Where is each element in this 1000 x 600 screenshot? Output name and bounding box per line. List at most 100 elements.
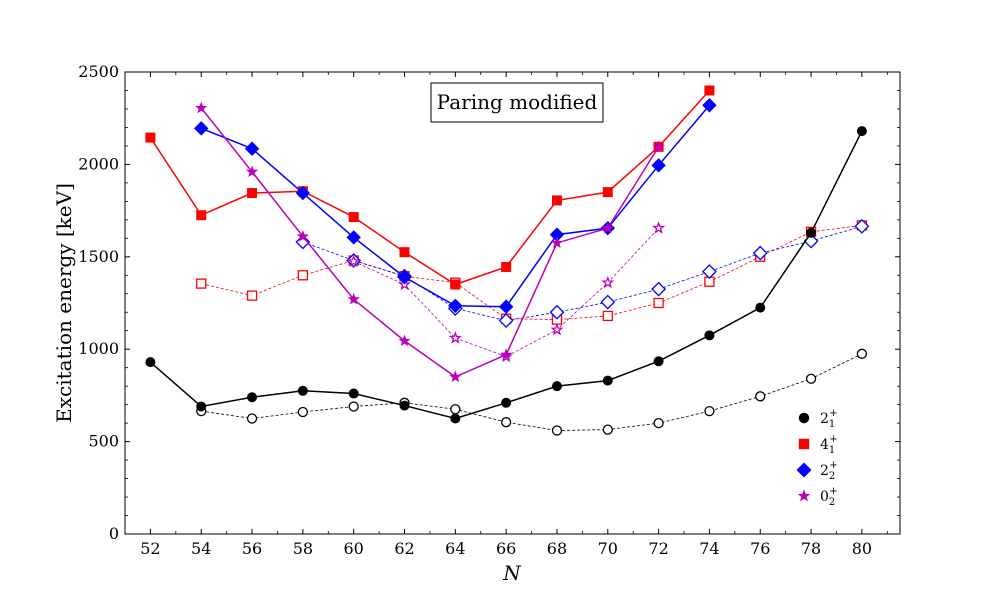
data-point-6-6: [500, 348, 513, 360]
series-line-2: [149, 89, 710, 286]
data-point-3-9: [653, 297, 664, 309]
data-point-4-2: [295, 185, 311, 201]
data-point-0-10: [653, 356, 664, 367]
data-point-4-1: [244, 141, 260, 156]
data-point-1-8: [602, 424, 613, 435]
legend-entry-3: 02+: [797, 486, 838, 508]
data-point-1-6: [500, 417, 512, 428]
x-tick-label: 52: [140, 539, 160, 558]
data-point-1-9: [653, 417, 664, 429]
y-tick-label: 1000: [78, 339, 119, 358]
data-point-6-3: [347, 292, 360, 305]
legend-entry-0: 21+: [798, 408, 838, 430]
data-point-5-4: [498, 313, 514, 328]
data-point-3-8: [602, 310, 613, 322]
data-point-0-1: [196, 401, 207, 412]
legend-label-3: 02+: [820, 486, 838, 508]
data-point-4-9: [651, 158, 666, 173]
series-line-6: [200, 107, 660, 378]
data-point-3-2: [297, 270, 309, 281]
chart-title: Paring modified: [437, 90, 598, 114]
data-point-4-0: [194, 121, 209, 136]
x-tick-label: 58: [293, 539, 313, 558]
data-point-1-2: [297, 406, 309, 418]
legend-entry-2: 22+: [796, 460, 838, 482]
data-point-0-13: [806, 227, 817, 238]
data-point-4-5: [448, 298, 463, 313]
data-point-4-6: [498, 299, 514, 314]
legend-marker-3: [797, 489, 811, 502]
data-point-0-6: [450, 413, 461, 424]
data-point-5-0: [295, 234, 311, 250]
x-tick-label: 72: [648, 539, 668, 558]
data-point-2-2: [247, 188, 258, 199]
data-point-2-0: [145, 132, 156, 143]
data-point-0-11: [704, 330, 715, 341]
y-tick-label: 500: [88, 432, 119, 451]
data-point-6-1: [245, 165, 259, 177]
y-axis-label: Excitation energy [keV]: [52, 183, 76, 423]
data-point-0-2: [247, 392, 258, 403]
data-point-5-5: [549, 304, 565, 320]
legend: 21+ 41+ 22+ 02+: [796, 408, 838, 508]
x-tick-label: 70: [598, 539, 618, 558]
data-point-1-7: [551, 425, 563, 436]
data-point-0-3: [297, 385, 308, 396]
x-tick-label: 74: [699, 539, 719, 558]
data-point-3-0: [196, 278, 207, 289]
x-tick-label: 60: [344, 539, 364, 558]
data-point-5-8: [702, 264, 717, 280]
data-point-2-4: [348, 212, 359, 223]
legend-label-2: 22+: [820, 460, 838, 482]
y-tick-label: 0: [109, 524, 119, 543]
data-point-1-13: [856, 348, 868, 359]
x-tick-label: 68: [547, 539, 567, 558]
data-point-2-6: [450, 279, 461, 290]
data-point-6-4: [398, 334, 411, 347]
title-box-frame: [430, 82, 604, 123]
data-point-7-0: [347, 254, 361, 267]
data-point-4-3: [346, 230, 361, 245]
data-point-5-7: [651, 281, 667, 297]
data-point-6-2: [296, 230, 309, 242]
y-tick-label: 2000: [78, 154, 119, 173]
x-tick-label: 80: [852, 539, 872, 558]
series-layer: [145, 85, 870, 436]
series-line-5: [302, 225, 863, 321]
data-point-2-9: [602, 187, 613, 198]
data-point-1-1: [246, 413, 258, 424]
legend-entry-1: 41+: [798, 434, 838, 456]
x-tick-label: 54: [191, 539, 211, 558]
data-point-2-7: [501, 261, 512, 272]
x-tick-label: 62: [394, 539, 414, 558]
x-tick-label: 64: [445, 539, 465, 558]
series-0: [145, 126, 867, 424]
series-6: [195, 101, 665, 383]
data-point-0-9: [602, 375, 613, 386]
data-point-2-5: [399, 247, 410, 258]
data-point-0-12: [755, 302, 766, 313]
data-point-7-4: [550, 322, 564, 336]
data-point-1-12: [805, 373, 817, 384]
data-point-2-1: [196, 210, 207, 221]
data-point-5-9: [752, 245, 768, 261]
data-point-7-2: [448, 331, 462, 344]
series-line-1: [201, 353, 863, 431]
data-point-2-11: [704, 85, 715, 96]
data-point-3-1: [246, 290, 258, 301]
data-point-1-3: [348, 401, 359, 412]
series-2: [145, 85, 715, 290]
data-point-6-5: [449, 370, 462, 383]
data-point-0-4: [348, 388, 359, 399]
data-point-5-6: [600, 294, 616, 310]
x-tick-label: 66: [496, 539, 516, 558]
data-point-2-8: [551, 195, 562, 206]
legend-marker-2: [796, 462, 812, 478]
x-tick-label: 56: [242, 539, 262, 558]
data-point-7-5: [601, 275, 615, 289]
data-point-6-7: [550, 236, 564, 249]
title-box: Paring modified: [430, 82, 604, 123]
data-point-1-10: [704, 405, 715, 417]
x-tick-label: 78: [801, 539, 821, 558]
